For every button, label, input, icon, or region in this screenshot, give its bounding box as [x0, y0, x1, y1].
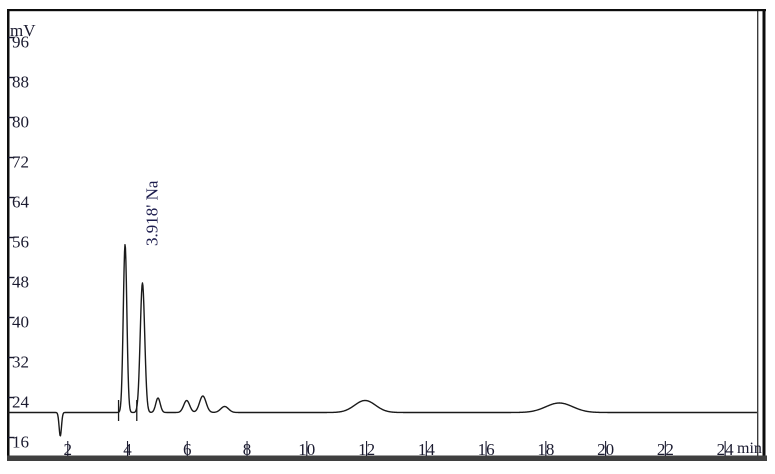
frame-left-border	[7, 9, 10, 456]
peak-integration-marks	[117, 400, 138, 421]
y-tick-label: 88	[12, 73, 29, 92]
frame-top-border	[7, 9, 766, 12]
y-tick-label: 16	[12, 433, 29, 452]
x-axis-unit-label: min	[737, 440, 762, 457]
x-tick-label: 14	[418, 440, 436, 459]
peak-retention-label: 3.918' Na	[143, 180, 162, 246]
y-tick-label: 64	[12, 193, 30, 212]
y-tick-label: 96	[12, 33, 29, 52]
y-tick-label: 56	[12, 233, 29, 252]
x-tick-label: 8	[243, 440, 252, 459]
x-tick-label: 22	[657, 440, 674, 459]
x-axis-ticks: 2 4 6 8 10 12 14 16 18 20 22 24	[64, 440, 735, 459]
x-tick-label: 4	[123, 440, 132, 459]
x-tick-label: 20	[597, 440, 614, 459]
y-axis-unit-label: mV	[10, 21, 36, 40]
y-tick-label: 24	[12, 393, 30, 412]
chromatogram-trace	[7, 244, 758, 437]
y-tick-label: 72	[12, 153, 29, 172]
x-tick-label: 10	[298, 440, 315, 459]
y-tick-label: 32	[12, 353, 29, 372]
x-tick-label: 24	[717, 440, 735, 459]
plot-frame	[7, 9, 767, 461]
x-tick-label: 6	[183, 440, 192, 459]
frame-right-border	[762, 9, 766, 461]
x-tick-label: 16	[478, 440, 495, 459]
frame-right-inner-border	[757, 9, 759, 456]
x-tick-label: 18	[537, 440, 554, 459]
x-tick-label: 12	[358, 440, 375, 459]
y-tick-label: 80	[12, 113, 29, 132]
frame-bottom-axis-bar	[7, 455, 767, 461]
y-tick-label: 40	[12, 313, 29, 332]
x-tick-label: 2	[64, 440, 73, 459]
y-tick-label: 48	[12, 273, 29, 292]
y-axis-ticks: 16 24 32 40 48 56 64 72 80 88 96	[8, 33, 30, 452]
